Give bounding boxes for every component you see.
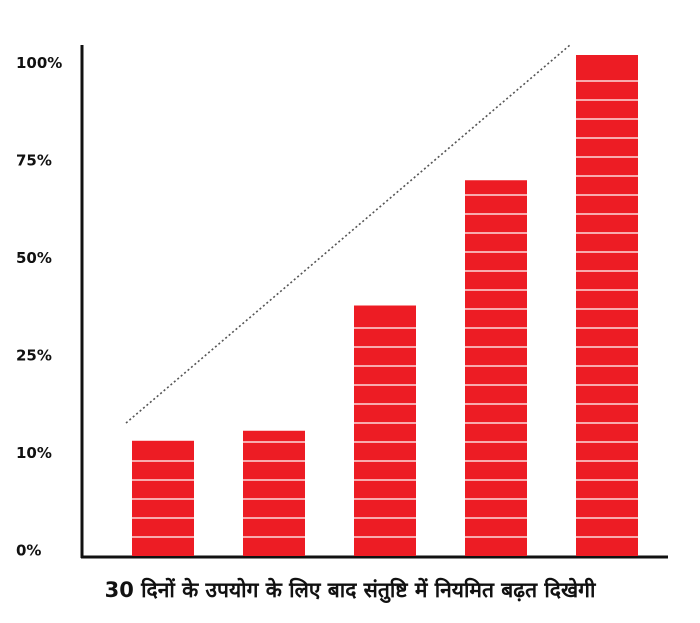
bar [465,180,527,556]
y-tick-label: 100% [16,54,62,72]
bars [132,55,638,556]
y-tick-label: 50% [16,249,52,267]
bar-chart: 0% 10% 25% 50% 75% 100% [16,44,668,560]
y-tick-label: 75% [16,152,52,170]
y-tick-label: 25% [16,347,52,365]
y-tick-label: 10% [16,444,52,462]
bar [132,440,194,556]
y-tick-label: 0% [16,542,41,560]
bar [576,55,638,556]
y-tick-labels: 0% 10% 25% 50% 75% 100% [16,54,62,560]
chart-caption: 30 दिनों के उपयोग के लिए बाद संतुष्टि मे… [104,578,596,602]
bar [243,430,305,556]
bar [354,305,416,556]
